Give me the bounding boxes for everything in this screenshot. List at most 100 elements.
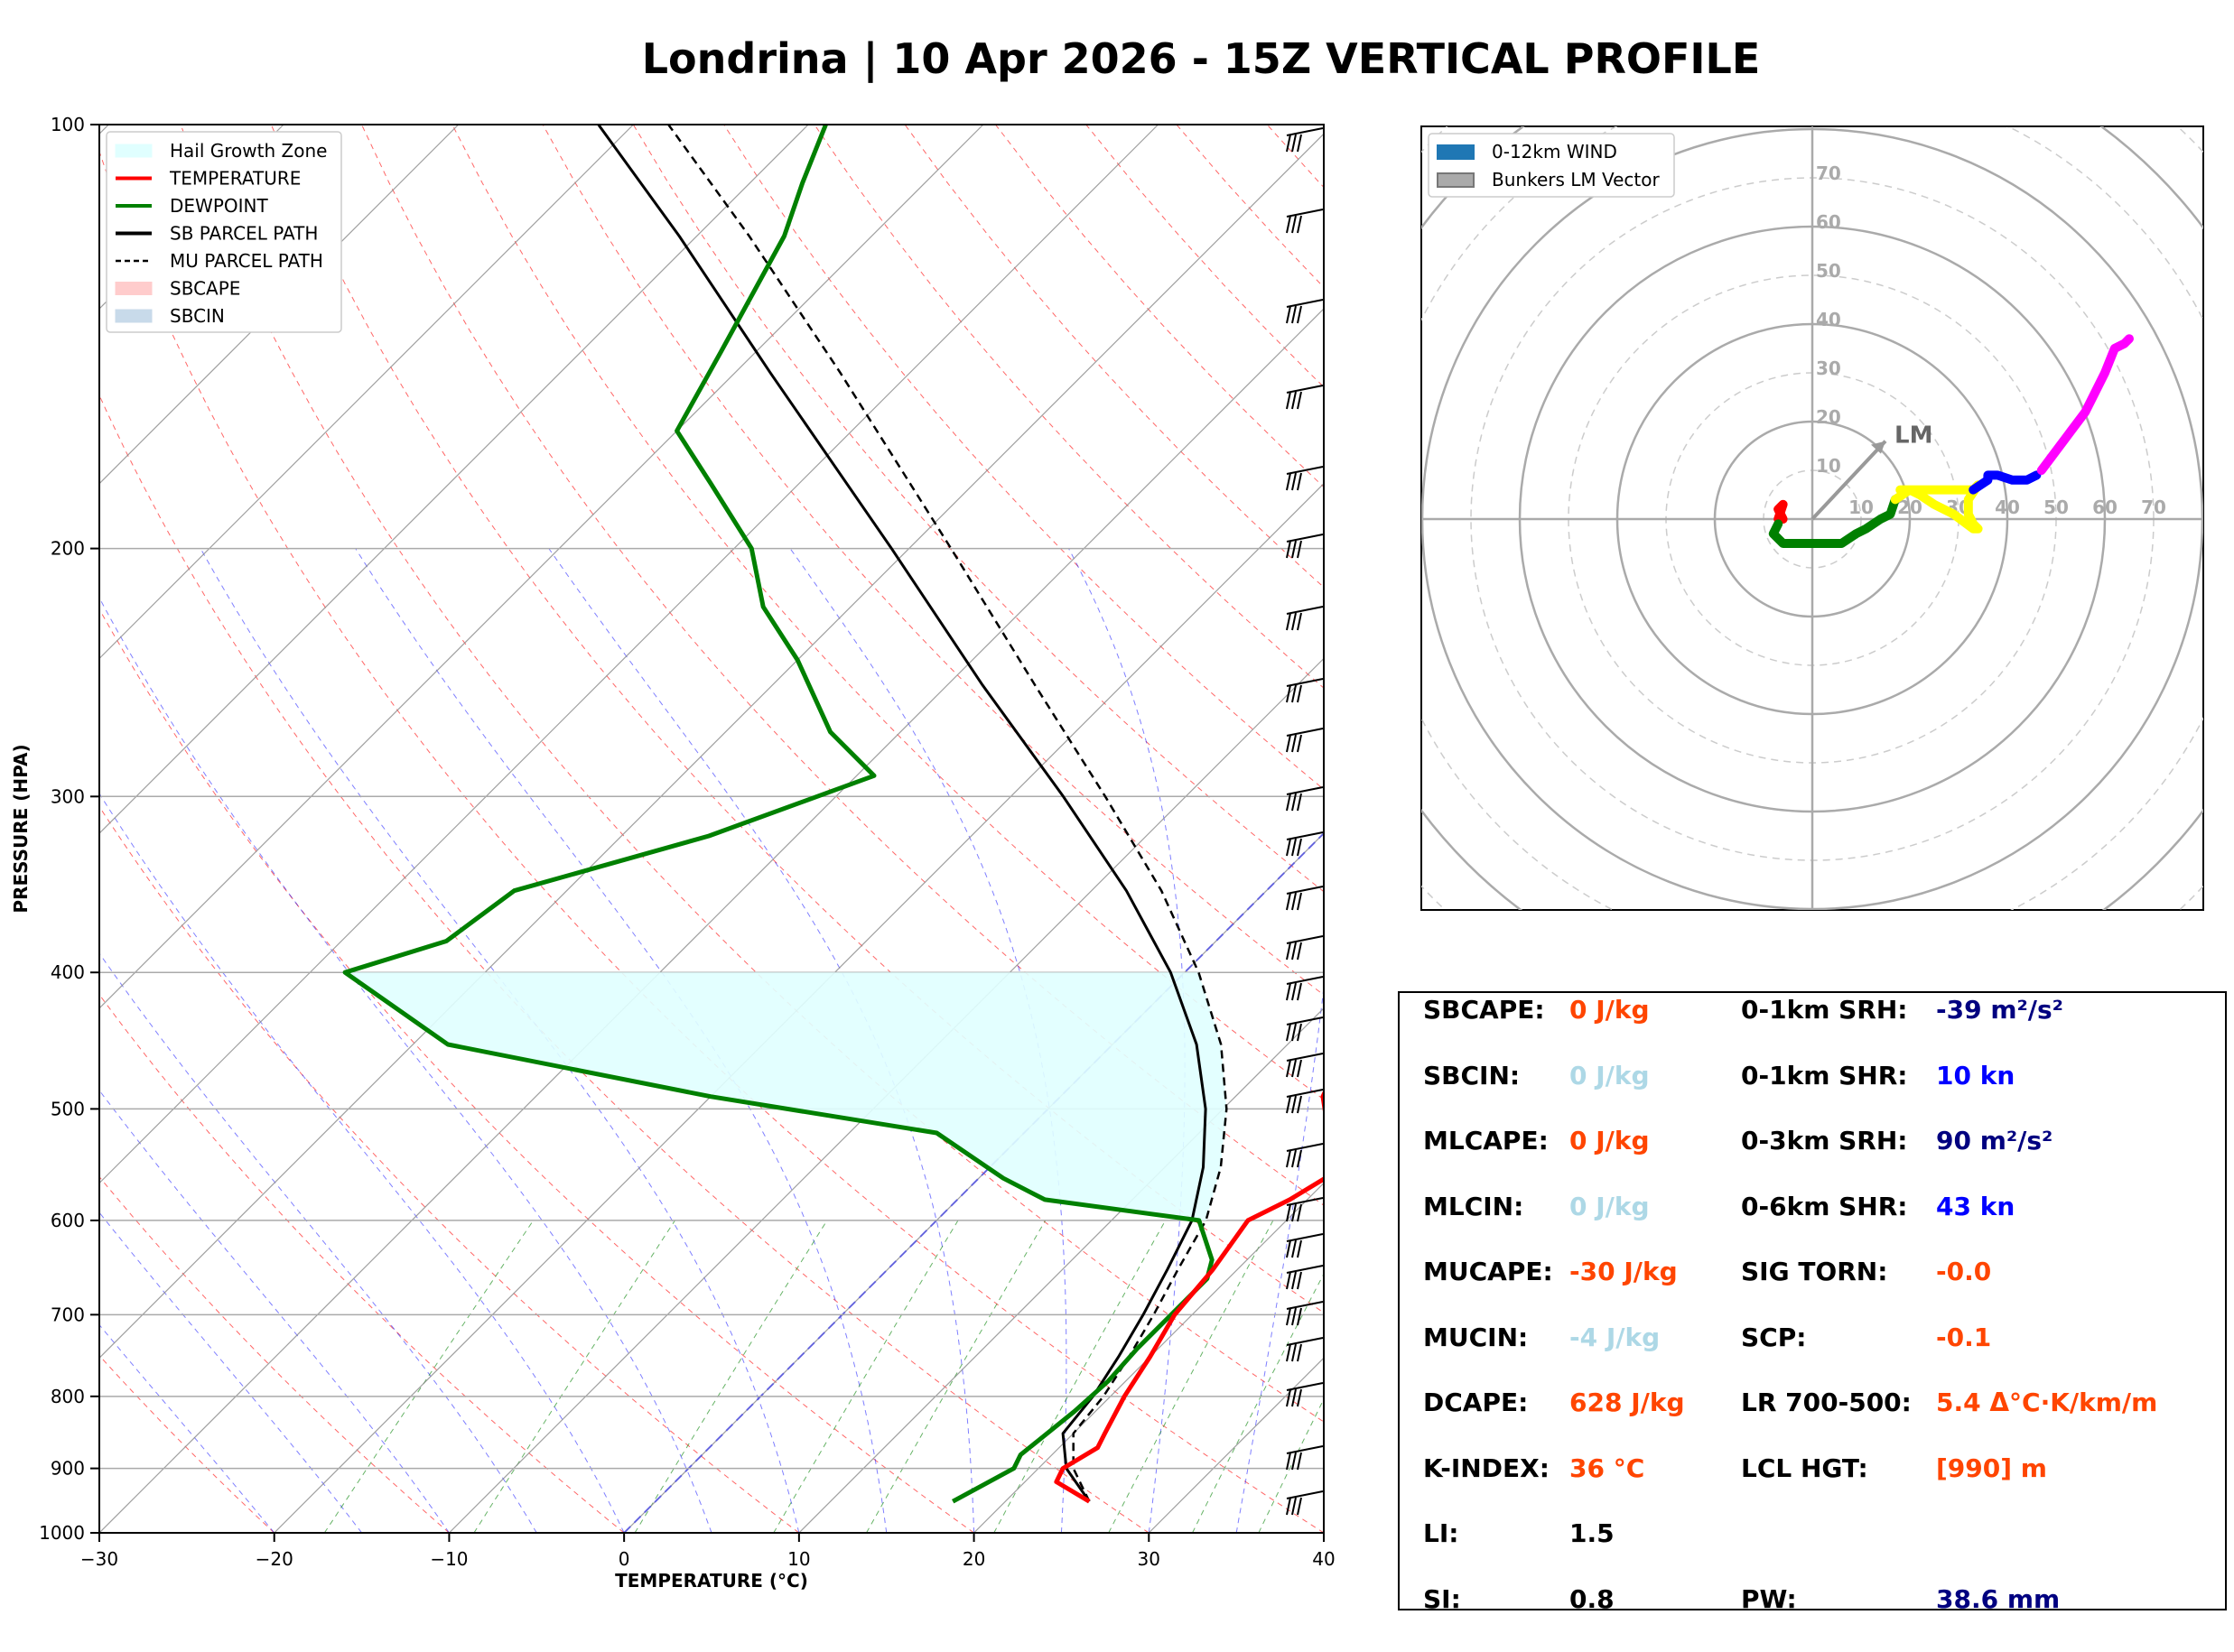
hodograph-tick-label: 60 [2092,497,2118,518]
wind-barb-flag [1286,1452,1291,1471]
moist-adiabat [99,1211,362,1533]
hail-growth-zone-fill [345,972,1227,1220]
stat-value: 10 kn [1936,1060,2015,1091]
x-tick-label: −20 [256,1548,293,1570]
wind-barb-flag [1291,942,1297,961]
wind-barb-flag [1291,1095,1297,1114]
wind-barb-flag [1286,1388,1291,1407]
wind-barb-flag [1286,391,1291,410]
mu-parcel-path-line [667,125,1228,1502]
skew-t-legend: Hail Growth Zone TEMPERATURE DEWPOINT SB PA… [106,131,342,333]
hodograph-legend-swatch [1437,172,1475,188]
wind-barb [1286,728,1324,737]
moist-adiabat [99,1323,275,1533]
wind-barb [1286,935,1324,944]
wind-barb-flag [1291,892,1297,911]
wind-barb [1286,1337,1324,1346]
wind-barb-flag [1286,1307,1291,1326]
stat-value: 0 J/kg [1569,1060,1650,1091]
wind-barb-flag [1291,1239,1297,1258]
wind-barb [1286,299,1324,308]
wind-barb-flag [1291,982,1297,1001]
hodograph-segment [1768,495,1900,548]
mixing-ratio-line [1108,1220,1274,1533]
stat-label: SCP: [1741,1322,1807,1352]
dry-adiabat [180,125,1324,1423]
y-tick-label: 600 [51,1210,85,1231]
hodograph-segment [2036,334,2134,475]
legend-label: Hail Growth Zone [170,140,327,162]
wind-barb [1286,534,1324,543]
stat-label: 0-1km SHR: [1741,1060,1908,1091]
legend-label: SBCAPE [170,278,240,300]
isotherm [798,1007,1324,1533]
dry-adiabat [99,608,974,1533]
chart-title: Londrina | 10 Apr 2026 - 15Z VERTICAL PR… [641,34,1761,83]
moist-adiabat [355,548,888,1533]
wind-barb-flag [1297,391,1302,410]
wind-barb-flag [1286,1023,1291,1042]
stat-value: 0.8 [1569,1583,1615,1610]
wind-barb-flag [1291,472,1297,491]
x-tick-label: −10 [430,1548,468,1570]
wind-barb [1286,1089,1324,1098]
wind-barb-flag [1291,1497,1297,1516]
mixing-ratio-line [1258,1397,1324,1533]
isotherm [99,125,1159,1184]
wind-barb-flag [1297,1203,1302,1222]
wind-barb-flag [1297,1497,1302,1516]
wind-barb-flag [1291,734,1297,753]
y-tick-label: 100 [51,114,85,135]
x-tick-label: 20 [963,1548,985,1570]
wind-barb [1286,466,1324,475]
wind-barb-flag [1286,838,1291,857]
wind-barb-flag [1297,942,1302,961]
stat-label: MUCAPE: [1423,1257,1553,1286]
hodograph-tick-label: 40 [1816,309,1841,330]
isotherm [99,308,1324,1533]
wind-barb-flag [1286,1059,1291,1078]
wind-barb-flag [1297,215,1302,234]
hodograph-segment [1773,499,1788,524]
stat-label: LR 700-500: [1741,1387,1912,1417]
stat-value: 0 J/kg [1569,1191,1650,1221]
y-tick-label: 300 [51,785,85,807]
wind-barb-flag [1286,942,1291,961]
wind-barb-flag [1291,684,1297,703]
wind-barb-flag [1297,134,1302,153]
stat-label: SBCIN: [1423,1060,1521,1091]
wind-barb-flag [1297,612,1302,631]
wind-barb [1286,1197,1324,1206]
stat-value: 0 J/kg [1569,995,1650,1025]
stat-value: 43 kn [1936,1191,2015,1221]
stat-label: LI: [1423,1518,1459,1548]
wind-barb-flag [1291,838,1297,857]
wind-barbs [1286,127,1324,1516]
wind-barb-flag [1286,734,1291,753]
hodograph-legend-swatch [1437,144,1475,160]
wind-barb-flag [1286,612,1291,631]
stat-label: LCL HGT: [1741,1452,1868,1483]
wind-barb-flag [1291,1452,1297,1471]
hodograph-tick-label: 70 [2141,497,2166,518]
wind-barb [1286,1233,1324,1242]
stat-value: -4 J/kg [1569,1322,1661,1352]
wind-barb [1286,678,1324,687]
wind-barb-flag [1286,1497,1291,1516]
dry-adiabat [542,125,1324,996]
wind-barb-flag [1291,305,1297,324]
wind-barb [1286,1143,1324,1152]
dry-adiabat [99,150,1324,1533]
wind-barb-flag [1291,1271,1297,1290]
hodograph-legend-label: 0-12km WIND [1492,141,1617,162]
wind-barb-flag [1286,305,1291,324]
y-tick-label: 400 [51,961,85,983]
stat-label: 0-1km SRH: [1741,995,1908,1025]
wind-barb [1286,886,1324,895]
bunkers-lm-vector [1810,440,1887,521]
wind-barb-flag [1286,793,1291,812]
stat-label: SIG TORN: [1741,1257,1888,1286]
stat-value: -0.0 [1936,1257,1992,1286]
stat-value: 38.6 mm [1936,1583,2061,1610]
